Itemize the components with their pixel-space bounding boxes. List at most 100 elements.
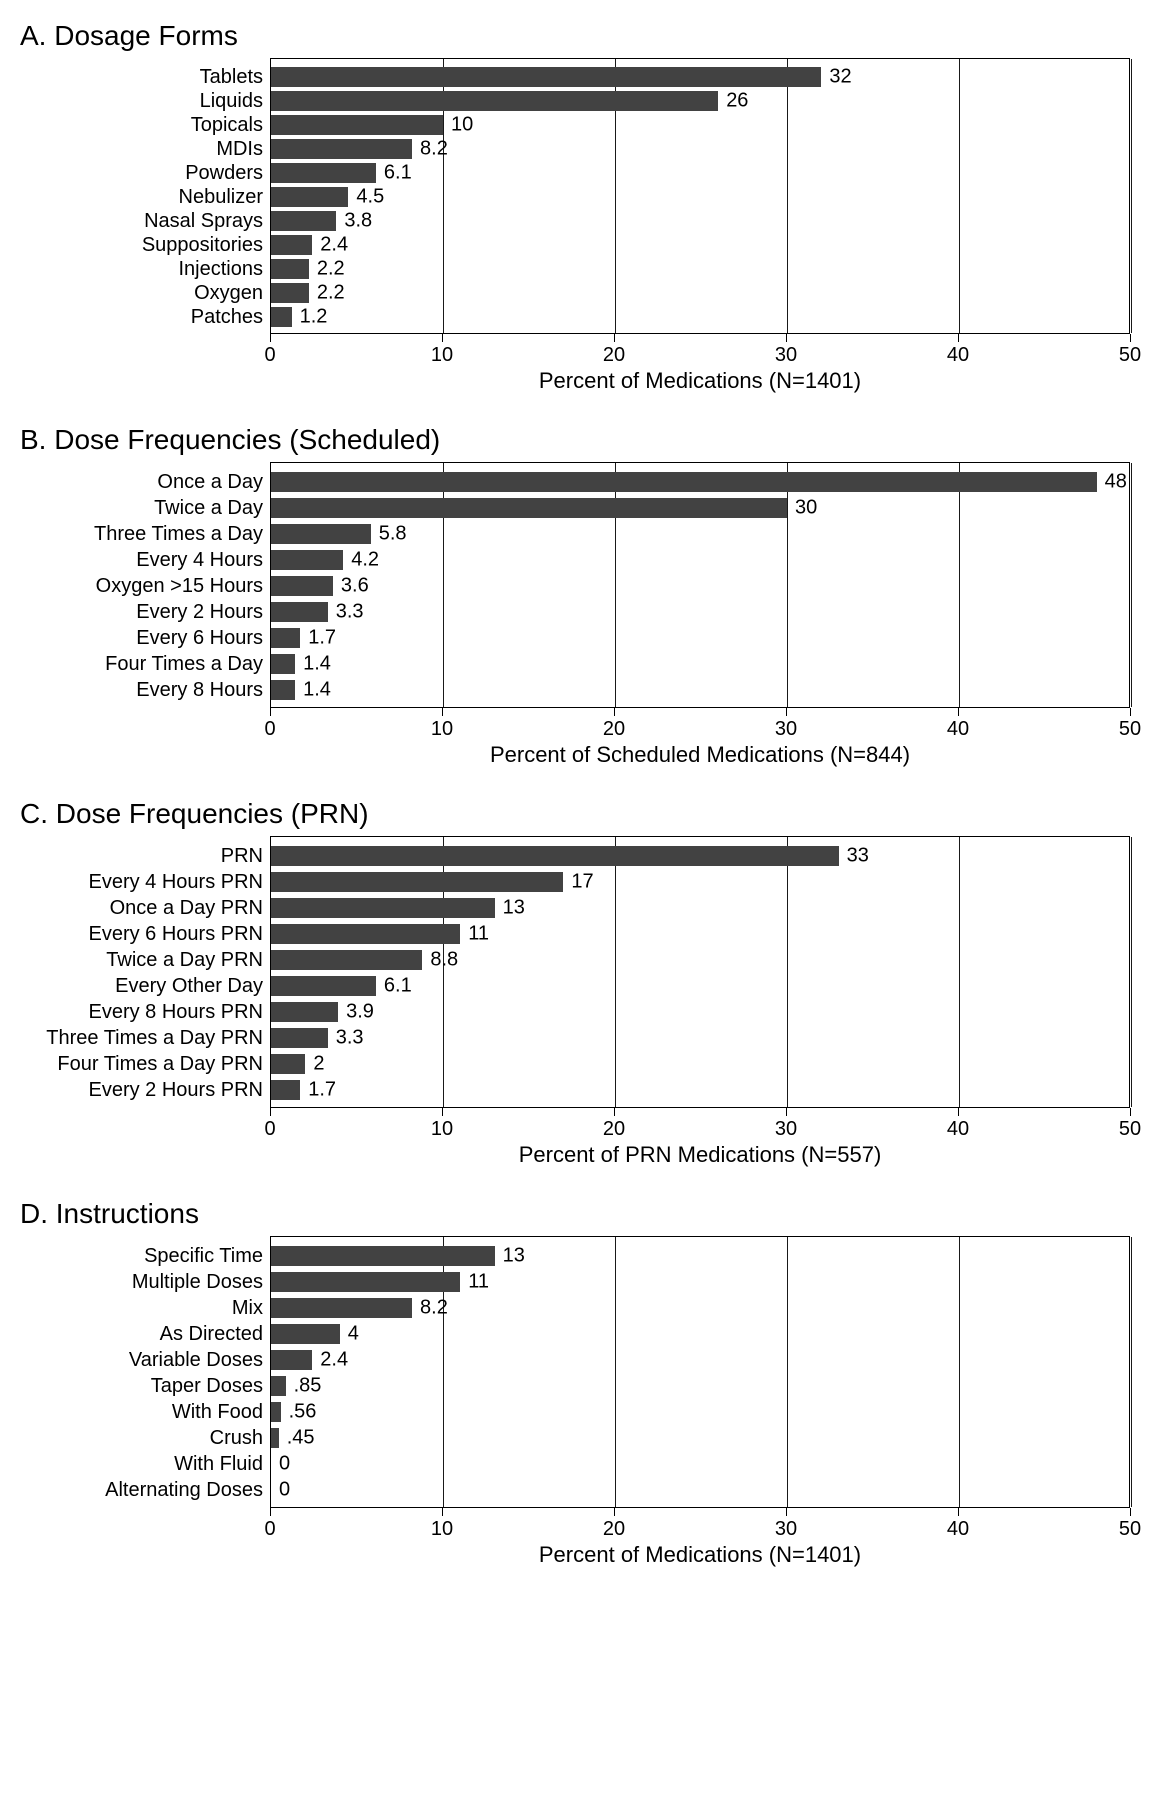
x-tick-label: 20 [603,1518,625,1541]
x-tick [614,334,615,342]
bar-label: Liquids [200,91,271,111]
plot-area: Once a Day48Twice a Day30Three Times a D… [270,462,1130,708]
panel-D: D. InstructionsSpecific Time13Multiple D… [20,1198,1153,1568]
bar-value: 13 [495,1245,525,1268]
x-tick [958,1508,959,1516]
bar-row: Suppositories2.4 [271,233,1129,257]
bar-label: Taper Doses [151,1376,271,1396]
x-tick-label: 0 [264,718,275,741]
bar-rect [271,307,292,326]
bar-label: Every 6 Hours PRN [89,924,272,944]
bar-rect [271,472,1097,493]
bar-rect [271,1376,286,1397]
bar-row: Every 8 Hours PRN3.9 [271,999,1129,1025]
bar-label: Variable Doses [129,1350,271,1370]
x-tick [786,1508,787,1516]
bar-value: 2.2 [309,282,345,305]
bar-rect [271,1272,460,1293]
bar-row: Topicals10 [271,113,1129,137]
bar-row: Twice a Day30 [271,495,1129,521]
bar-value: 33 [839,845,869,868]
bar-row: Powders6.1 [271,161,1129,185]
bar-rect [271,163,376,182]
bar-row: Mix8.2 [271,1295,1129,1321]
bar-row: Injections2.2 [271,257,1129,281]
bar-value: 17 [563,871,593,894]
bar-row: Crush.45 [271,1425,1129,1451]
gridline [1131,463,1132,707]
chart-wrap: Once a Day48Twice a Day30Three Times a D… [270,462,1130,768]
x-tick [1130,1108,1131,1116]
bar-row: MDIs8.2 [271,137,1129,161]
bar-value: 8.8 [422,949,458,972]
bar-rect [271,924,460,945]
bar-row: Specific Time13 [271,1243,1129,1269]
bar-value: 3.3 [328,601,364,624]
bar-label: PRN [221,846,271,866]
x-tick [786,1108,787,1116]
x-tick [614,1108,615,1116]
x-tick-label: 40 [947,344,969,367]
bar-value: 11 [460,923,489,946]
bar-row: Every 4 Hours PRN17 [271,869,1129,895]
bar-label: Every 4 Hours [136,550,271,570]
bar-rect [271,1246,495,1267]
x-tick [1130,708,1131,716]
bar-row: PRN33 [271,843,1129,869]
figure-root: A. Dosage FormsTablets32Liquids26Topical… [20,20,1153,1568]
bar-rect [271,1002,338,1023]
bar-value: 13 [495,897,525,920]
bar-label: Specific Time [144,1246,271,1266]
bar-value: 8.2 [412,1297,448,1320]
bar-label: Every Other Day [115,976,271,996]
bar-label: Once a Day [157,472,271,492]
bar-row: Every 8 Hours1.4 [271,677,1129,703]
x-axis: 01020304050Percent of Medications (N=140… [270,1508,1130,1568]
bar-value: 1.7 [300,627,336,650]
panel-title: C. Dose Frequencies (PRN) [20,798,1153,830]
bar-rect [271,259,309,278]
bar-rect [271,976,376,997]
panel-C: C. Dose Frequencies (PRN)PRN33Every 4 Ho… [20,798,1153,1168]
bar-row: Every 6 Hours1.7 [271,625,1129,651]
x-tick-label: 20 [603,344,625,367]
panel-B: B. Dose Frequencies (Scheduled)Once a Da… [20,424,1153,768]
plot-area: Specific Time13Multiple Doses11Mix8.2As … [270,1236,1130,1508]
bar-value: 1.4 [295,679,331,702]
bar-rect [271,846,839,867]
x-tick [270,334,271,342]
bar-rect [271,1324,340,1345]
bar-label: Every 8 Hours PRN [89,1002,272,1022]
x-tick-label: 0 [264,1118,275,1141]
bar-value: 2.2 [309,258,345,281]
bar-value: 10 [443,114,473,137]
bar-label: Every 8 Hours [136,680,271,700]
bar-row: Oxygen >15 Hours3.6 [271,573,1129,599]
panel-A: A. Dosage FormsTablets32Liquids26Topical… [20,20,1153,394]
x-tick [958,708,959,716]
x-tick [270,708,271,716]
bar-label: As Directed [160,1324,271,1344]
bar-label: Multiple Doses [132,1272,271,1292]
bar-rect [271,1402,281,1423]
x-tick-label: 30 [775,1118,797,1141]
bar-value: 30 [787,497,817,520]
x-axis-label: Percent of Scheduled Medications (N=844) [490,742,910,768]
bar-value: 2.4 [312,234,348,257]
x-tick [958,1108,959,1116]
x-tick-label: 20 [603,718,625,741]
x-tick-label: 30 [775,718,797,741]
x-tick-label: 10 [431,1518,453,1541]
bar-label: Once a Day PRN [110,898,271,918]
x-tick [270,1108,271,1116]
x-tick [614,708,615,716]
bar-row: Every 4 Hours4.2 [271,547,1129,573]
bar-value: .85 [286,1375,322,1398]
x-tick [442,1108,443,1116]
bar-row: With Food.56 [271,1399,1129,1425]
bar-label: Topicals [191,115,271,135]
bar-row: Twice a Day PRN8.8 [271,947,1129,973]
x-tick-label: 10 [431,718,453,741]
bar-row: Alternating Doses0 [271,1477,1129,1503]
chart-wrap: Specific Time13Multiple Doses11Mix8.2As … [270,1236,1130,1568]
